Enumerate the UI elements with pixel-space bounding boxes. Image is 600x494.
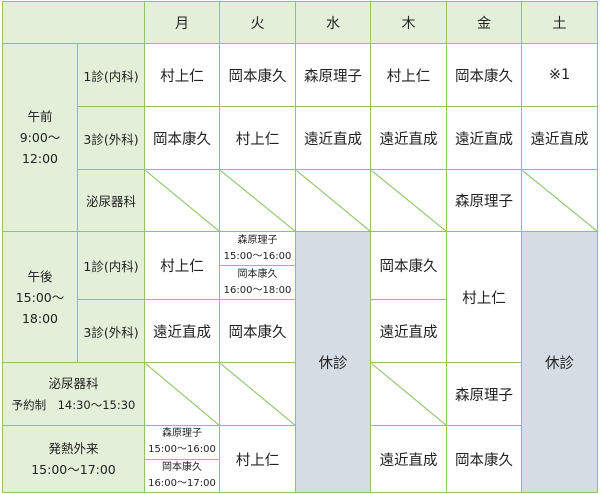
empty-cell bbox=[370, 362, 447, 426]
empty-cell bbox=[370, 169, 447, 232]
cell: 岡本康久 bbox=[446, 425, 522, 493]
row-label: 3診(外科) bbox=[77, 106, 145, 170]
cell: 岡本康久 bbox=[370, 231, 447, 300]
cell: 村上仁 bbox=[144, 231, 220, 300]
cell: 遠近直成 bbox=[446, 106, 522, 170]
cell: 森原理子 bbox=[295, 43, 371, 107]
row-label: 3診(外科) bbox=[77, 299, 145, 363]
cell: 森原理子 bbox=[446, 362, 522, 426]
row-label: 1診(内科) bbox=[77, 43, 145, 107]
row-label: 泌尿器科 bbox=[77, 169, 145, 232]
split-cell: 森原理子 15:00〜16:00 岡本康久 16:00〜18:00 bbox=[219, 231, 296, 300]
cell: 遠近直成 bbox=[370, 106, 447, 170]
shift: 岡本康久 16:00〜17:00 bbox=[145, 458, 219, 493]
day-header: 木 bbox=[370, 1, 447, 44]
empty-cell bbox=[144, 169, 220, 232]
cell: 岡本康久 bbox=[219, 43, 296, 107]
day-header: 金 bbox=[446, 1, 522, 44]
cell: 岡本康久 bbox=[446, 43, 522, 107]
empty-cell bbox=[521, 169, 598, 232]
cell: 村上仁 bbox=[370, 43, 447, 107]
cell: 遠近直成 bbox=[370, 299, 447, 363]
split-cell: 森原理子 15:00〜16:00 岡本康久 16:00〜17:00 bbox=[144, 425, 220, 493]
cell: 村上仁 bbox=[144, 43, 220, 107]
fever-clinic-label: 発熱外来 15:00〜17:00 bbox=[2, 425, 145, 493]
empty-cell bbox=[219, 169, 296, 232]
day-header: 水 bbox=[295, 1, 371, 44]
cell: 村上仁 bbox=[446, 231, 522, 363]
day-header: 火 bbox=[219, 1, 296, 44]
cell: ※1 bbox=[521, 43, 598, 107]
cell: 遠近直成 bbox=[144, 299, 220, 363]
cell: 岡本康久 bbox=[219, 299, 296, 363]
row-label: 1診(内科) bbox=[77, 231, 145, 300]
cell: 遠近直成 bbox=[370, 425, 447, 493]
cell: 村上仁 bbox=[219, 106, 296, 170]
am-label: 午前 9:00〜 12:00 bbox=[2, 43, 78, 232]
shift: 森原理子 15:00〜16:00 bbox=[148, 428, 216, 456]
urology-label: 泌尿器科 予約制 14:30〜15:30 bbox=[2, 362, 145, 426]
cell: 村上仁 bbox=[219, 425, 296, 493]
day-header: 土 bbox=[521, 1, 598, 44]
cell: 遠近直成 bbox=[521, 106, 598, 170]
empty-cell bbox=[144, 362, 220, 426]
cell: 岡本康久 bbox=[144, 106, 220, 170]
empty-cell bbox=[295, 169, 371, 232]
closed-cell: 休診 bbox=[295, 231, 371, 493]
closed-cell: 休診 bbox=[521, 231, 598, 493]
shift: 岡本康久 16:00〜18:00 bbox=[220, 265, 295, 299]
shift: 森原理子 15:00〜16:00 bbox=[223, 234, 292, 262]
cell: 遠近直成 bbox=[295, 106, 371, 170]
pm-label: 午後 15:00〜 18:00 bbox=[2, 231, 78, 363]
empty-cell bbox=[219, 362, 296, 426]
corner-header bbox=[2, 1, 145, 44]
cell: 森原理子 bbox=[446, 169, 522, 232]
day-header: 月 bbox=[144, 1, 220, 44]
